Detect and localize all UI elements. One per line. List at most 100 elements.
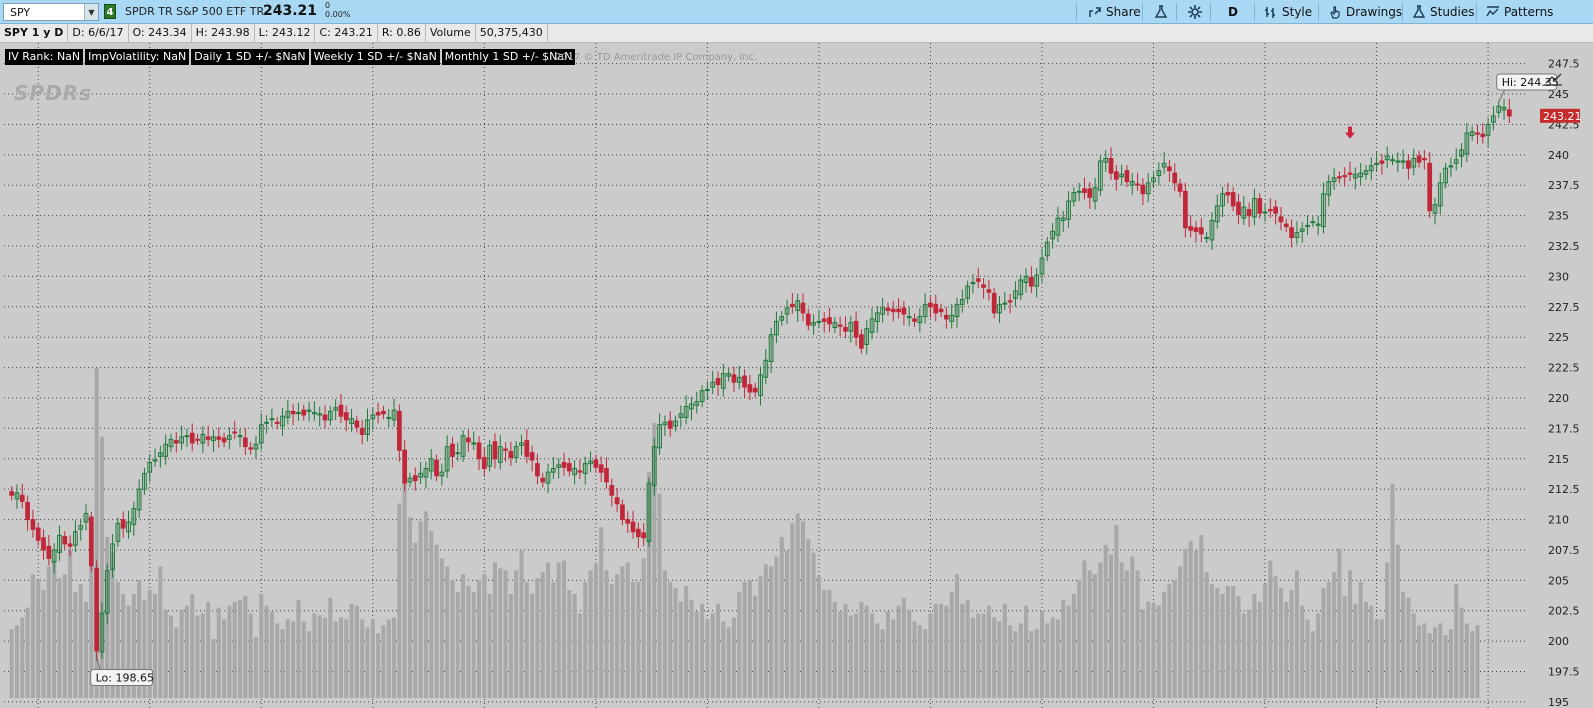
candle-body [412, 475, 418, 482]
volume-bar [1326, 582, 1331, 698]
studies-button[interactable]: Studies [1408, 2, 1479, 22]
candle-body [710, 381, 716, 388]
period-button[interactable]: D [1228, 5, 1238, 19]
candle-body [683, 406, 689, 418]
candle-body [874, 312, 880, 322]
volume-bar [253, 637, 258, 698]
volume-bar [222, 619, 227, 698]
monthly-sd-label[interactable]: Monthly 1 SD +/- $NaN [441, 49, 576, 65]
candle-body [880, 307, 886, 315]
volume-bar [78, 584, 83, 698]
volume-bar [386, 619, 391, 698]
volume-layer [9, 368, 1480, 698]
candle-body [1453, 159, 1459, 164]
volume-bar [954, 574, 960, 698]
toolbar-divider [1210, 3, 1211, 21]
volume-bar [83, 601, 89, 698]
chart-canvas[interactable]: 195 197.5 200 202.5 205 207.5 210 212.5 215 217.5… [0, 43, 1593, 708]
candle-body [1262, 211, 1268, 214]
volume-bar [1220, 593, 1225, 698]
spdr-logo: SPDRs [14, 81, 92, 105]
volume-value: 50,375,430 [476, 24, 548, 43]
candle-body [625, 519, 631, 524]
candle-body [667, 420, 673, 429]
candle-body [800, 302, 806, 314]
chevron-down-icon[interactable]: ▼ [84, 4, 98, 20]
candle-body [1230, 192, 1236, 207]
volume-bar [1167, 584, 1172, 698]
volume-bar [652, 423, 657, 698]
percent-change-value: 0.00% [325, 10, 351, 19]
volume-bar [1151, 603, 1156, 698]
candle-body [349, 418, 354, 425]
candle-body [269, 418, 275, 421]
candle-body [986, 289, 992, 293]
volume-bar [1098, 562, 1103, 698]
volume-bar [572, 593, 577, 698]
imp-volatility-label[interactable]: ImpVolatility: NaN [85, 49, 190, 65]
volume-bar [917, 625, 922, 698]
candle-body [19, 494, 25, 502]
daily-sd-label[interactable]: Daily 1 SD +/- $NaN [191, 49, 309, 65]
volume-bar [779, 536, 784, 698]
candle-body [540, 477, 546, 483]
flask-button[interactable] [1150, 2, 1172, 22]
iv-rank-label[interactable]: IV Rank: NaN [5, 49, 84, 65]
style-button[interactable]: Style [1260, 2, 1316, 22]
volume-bar [1231, 586, 1236, 698]
volume-bar [646, 472, 651, 698]
link-group-badge[interactable]: 4 [104, 4, 116, 19]
share-button[interactable]: Share [1084, 2, 1145, 22]
candle-body [906, 316, 912, 319]
symbol-input[interactable]: SPY [10, 5, 31, 19]
candle-body [811, 322, 816, 326]
volume-bar [1310, 631, 1315, 698]
settings-button[interactable] [1184, 2, 1206, 22]
expand-chart-icon[interactable] [1543, 73, 1563, 87]
y-tick-label: 202.5 [1548, 605, 1580, 618]
volume-bar [540, 572, 545, 698]
candle-body [1098, 160, 1103, 191]
volume-bar [354, 605, 359, 698]
candle-body [959, 299, 965, 305]
candle-body [1193, 227, 1199, 232]
volume-bar [986, 605, 991, 698]
candle-body [274, 421, 280, 425]
weekly-sd-label[interactable]: Weekly 1 SD +/- $NaN [310, 49, 440, 65]
candle-body [306, 409, 312, 412]
patterns-button[interactable]: Patterns [1482, 2, 1557, 22]
drawings-button[interactable]: Drawings [1324, 2, 1406, 22]
candle-body [997, 303, 1002, 314]
y-tick-label: 215 [1548, 453, 1569, 466]
candle-body [1225, 192, 1231, 196]
volume-bar [519, 550, 524, 698]
candle-body [928, 302, 933, 308]
candle-body [375, 412, 381, 416]
price-chart[interactable]: 195 197.5 200 202.5 205 207.5 210 212.5 215 217.5… [0, 43, 1593, 708]
candle-body [481, 457, 487, 470]
volume-bar [726, 627, 731, 698]
symbol-period[interactable]: SPY 1 y D [0, 24, 69, 43]
candle-body [1464, 132, 1470, 155]
candle-body [795, 300, 801, 311]
volume-bar [445, 566, 450, 698]
bar-date: D: 6/6/17 [68, 24, 129, 43]
volume-bar [1268, 560, 1273, 698]
volume-bar [641, 558, 646, 698]
symbol-selector[interactable]: SPY ▼ [3, 3, 99, 21]
candle-body [1506, 109, 1512, 117]
candle-body [296, 412, 301, 415]
candle-body [1257, 198, 1263, 214]
volume-bar [153, 593, 158, 698]
volume-bar [758, 576, 763, 698]
studies-label: Studies [1430, 5, 1475, 19]
candle-body [57, 534, 62, 553]
candle-body [365, 419, 370, 435]
candle-body [896, 308, 901, 313]
volume-bar [99, 436, 104, 698]
volume-bar [620, 566, 625, 698]
volume-bar [944, 605, 949, 698]
volume-bar [1061, 599, 1066, 698]
volume-bar [1034, 629, 1039, 698]
volume-bar [816, 576, 821, 698]
